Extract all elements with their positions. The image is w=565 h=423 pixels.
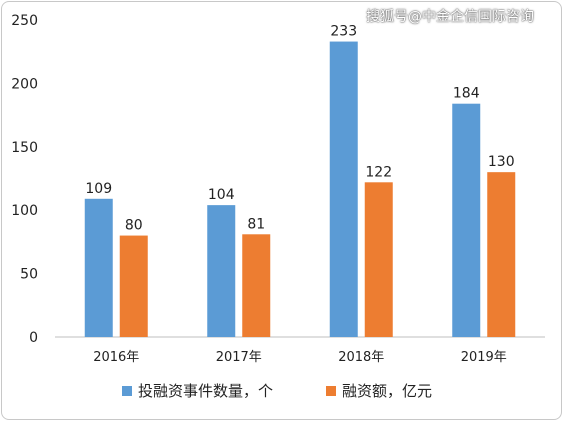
y-tick-label: 0: [29, 330, 38, 346]
bar-financing-amount: [242, 234, 271, 337]
data-label: 109: [85, 181, 112, 197]
data-label: 233: [330, 24, 357, 40]
y-tick-label: 250: [11, 13, 38, 29]
y-tick-label: 50: [20, 267, 38, 283]
x-tick-label: 2018年: [338, 350, 384, 365]
data-label: 184: [453, 86, 480, 102]
legend-label: 融资额，亿元: [342, 382, 432, 400]
watermark-text: 搜狐号@中金企信国际咨询: [366, 9, 534, 25]
bar-event-count: [452, 103, 481, 337]
data-label: 130: [488, 154, 515, 170]
x-tick-label: 2017年: [216, 350, 262, 365]
x-tick-label: 2016年: [93, 350, 139, 365]
bar-event-count: [329, 41, 358, 337]
legend-swatch: [326, 386, 336, 396]
bar-financing-amount: [364, 182, 393, 337]
y-tick-label: 150: [11, 140, 38, 156]
y-tick-label: 100: [11, 203, 38, 219]
legend-swatch: [122, 386, 132, 396]
legend-label: 投融资事件数量，个: [138, 382, 273, 400]
bar-financing-amount: [119, 235, 148, 337]
bar-event-count: [207, 205, 236, 337]
bar-event-count: [84, 198, 113, 337]
y-tick-label: 200: [11, 76, 38, 92]
data-label: 104: [208, 187, 235, 203]
bar-financing-amount: [487, 172, 516, 337]
data-label: 80: [125, 218, 143, 234]
x-tick-label: 2019年: [461, 350, 507, 365]
data-label: 122: [365, 164, 392, 180]
data-label: 81: [247, 216, 265, 232]
